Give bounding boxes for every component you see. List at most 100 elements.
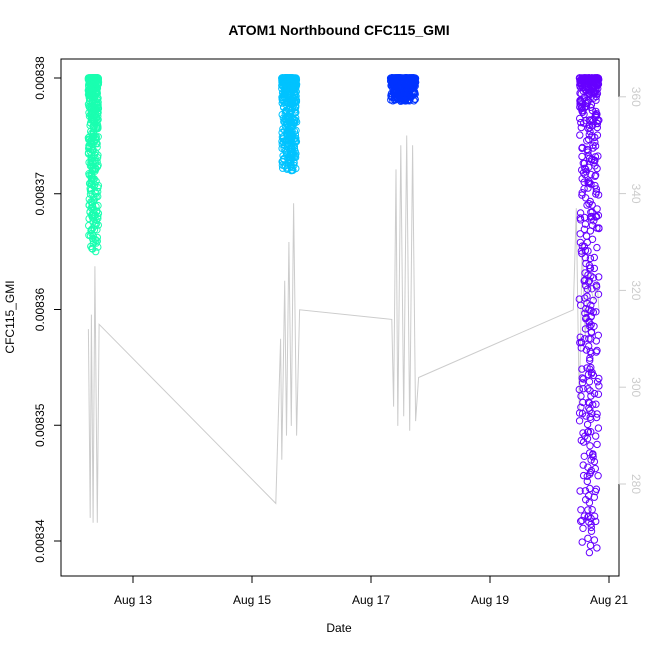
y-tick-label: 0.00834 [33,519,47,563]
data-point [91,133,100,141]
data-point [585,378,594,386]
data-point [93,163,102,171]
data-point [278,81,286,90]
data-point [583,477,591,486]
data-point [577,392,585,400]
secondary-line [87,135,600,523]
data-point [86,97,94,106]
data-point [89,203,97,212]
data-point [586,354,594,362]
data-point [584,278,593,286]
data-point [587,335,595,343]
data-point [92,216,101,225]
data-point [87,185,96,193]
data-point [389,80,398,88]
x-axis: Aug 13 Aug 15 Aug 17 Aug 19 Aug 21 [114,575,628,607]
data-point [89,240,98,248]
y-tick-label: 0.00836 [33,287,47,331]
data-point [595,224,603,232]
data-point [580,225,589,234]
data-point [584,513,592,521]
y-tick-label: 0.00838 [33,56,47,100]
data-point [586,484,594,493]
data-point [411,78,420,86]
data-point [587,79,595,87]
data-point [587,312,595,320]
data-point [583,137,591,145]
data-point [94,103,102,112]
data-point [579,99,587,108]
data-point [292,96,300,105]
data-point [586,264,594,272]
data-point [576,114,584,123]
data-point [278,76,286,84]
data-point [94,93,102,102]
data-point [285,104,294,112]
data-point [585,491,593,500]
data-point [584,385,592,393]
data-point [595,382,603,390]
data-point [579,524,587,532]
data-point [292,81,300,89]
data-point [87,175,96,183]
data-point [584,184,592,192]
data-point [584,370,593,379]
data-point [587,428,595,436]
data-point [587,306,595,315]
data-point [581,220,590,228]
data-point [576,216,585,224]
data-point [586,449,594,457]
x-axis-label: Date [326,621,352,635]
data-point [586,254,595,263]
data-point [593,346,601,355]
data-point [586,82,594,90]
data-point [592,432,600,440]
y2-tick-label: 360 [629,87,643,107]
data-point [582,232,591,240]
data-point [590,159,598,167]
y2-tick-label: 280 [629,474,643,494]
data-point [589,371,598,380]
data-point [585,116,594,124]
series-4 [575,74,603,557]
data-point [593,164,601,173]
data-point [579,83,587,92]
y-tick-label: 0.00837 [33,172,47,216]
x-tick-label: Aug 15 [233,593,271,607]
data-point [410,80,418,89]
data-point [579,74,588,82]
data-point [90,106,99,114]
data-point [282,151,291,160]
data-point [89,164,97,173]
data-point [592,308,600,316]
data-point [578,365,586,373]
x-tick-label: Aug 21 [590,593,628,607]
data-point [584,463,592,471]
data-point [587,520,595,528]
data-point [592,96,600,104]
data-point [587,321,595,329]
y2-axis: 280 300 320 340 360 [618,87,643,494]
x-tick-label: Aug 19 [471,593,509,607]
data-point [585,399,594,407]
data-point [282,82,290,90]
data-point [92,124,101,133]
data-point [284,99,292,108]
data-point [583,435,592,443]
data-point [88,198,96,206]
data-point [581,325,590,333]
data-point [577,123,585,132]
data-point [586,387,594,395]
data-point [576,230,584,238]
data-point [586,470,594,478]
data-point [94,101,102,109]
data-point [94,201,102,210]
data-point [585,548,594,557]
data-point [586,541,595,550]
data-point [587,523,595,532]
data-point [578,374,586,382]
data-point [579,375,587,383]
data-point [575,385,583,394]
data-point [583,420,592,429]
data-point [578,538,586,546]
